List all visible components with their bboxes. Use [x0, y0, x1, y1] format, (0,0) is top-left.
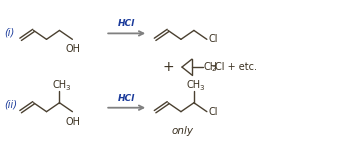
Text: OH: OH [66, 44, 81, 54]
Text: HCl: HCl [118, 94, 135, 103]
Text: 2: 2 [212, 66, 216, 72]
Text: 3: 3 [66, 85, 70, 91]
Text: HCl: HCl [118, 19, 135, 28]
Text: only: only [172, 125, 194, 136]
Text: (ii): (ii) [5, 100, 18, 110]
Text: Cl: Cl [209, 107, 218, 117]
Text: (i): (i) [5, 27, 15, 37]
Text: Cl + etc.: Cl + etc. [215, 62, 257, 72]
Text: 3: 3 [200, 85, 204, 91]
Text: CH: CH [52, 80, 67, 90]
Text: CH: CH [204, 62, 218, 72]
Text: +: + [162, 60, 174, 74]
Text: OH: OH [66, 117, 81, 127]
Text: Cl: Cl [209, 34, 218, 44]
Text: CH: CH [187, 80, 201, 90]
